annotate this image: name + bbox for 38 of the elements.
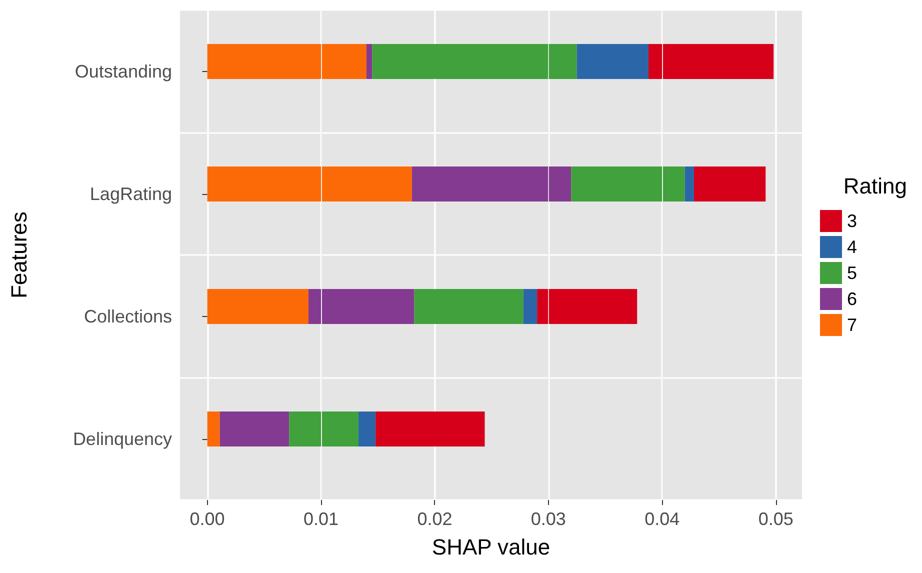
legend-label: 5 [846, 263, 858, 283]
x-tick-label: 0.00 [190, 509, 225, 529]
bar [571, 166, 685, 202]
bar [684, 166, 694, 202]
y-tick-label: Collections [84, 306, 172, 326]
bar [207, 412, 220, 447]
bar [414, 289, 524, 324]
bar [523, 289, 538, 324]
bar [376, 412, 485, 447]
x-tick-label: 0.05 [758, 509, 794, 529]
legend-label: 4 [846, 237, 858, 257]
legend-label: 7 [846, 315, 858, 335]
bar [372, 44, 577, 80]
bar [358, 412, 376, 447]
bar [207, 166, 412, 202]
x-tick-label: 0.03 [530, 509, 566, 529]
x-tick-label: 0.01 [303, 509, 339, 529]
bar [308, 289, 414, 324]
y-tick-label: Delinquency [72, 428, 172, 449]
bar [289, 412, 359, 447]
y-axis-title: Features [6, 212, 32, 298]
y-tick-label: Outstanding [74, 61, 172, 82]
legend-title: Rating [843, 174, 907, 198]
x-tick-label: 0.04 [644, 509, 680, 529]
x-tick-label: 0.02 [417, 509, 452, 529]
legend-label: 6 [846, 289, 858, 309]
bar [207, 289, 308, 324]
bar [207, 44, 366, 80]
bar [537, 289, 638, 324]
bar [694, 166, 766, 202]
bar [220, 412, 290, 447]
bar [412, 166, 572, 202]
bar [576, 44, 648, 80]
bar [648, 44, 774, 80]
bar [366, 44, 372, 80]
legend-label: 3 [846, 211, 858, 231]
x-axis-title: SHAP value [432, 534, 550, 560]
y-tick-label: LagRating [90, 184, 172, 204]
